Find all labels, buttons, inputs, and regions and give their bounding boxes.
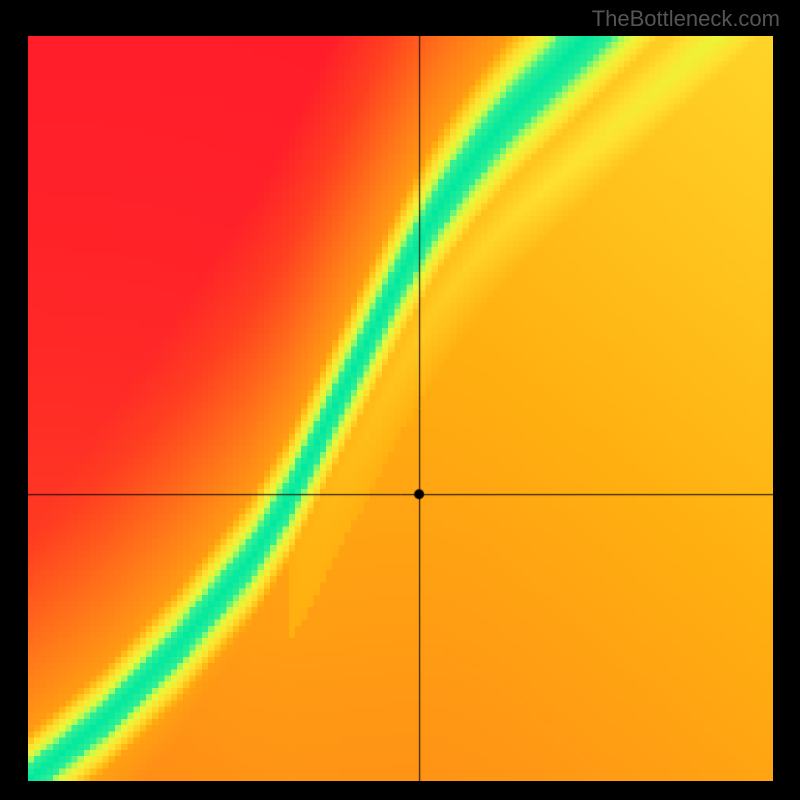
crosshair-overlay	[28, 36, 773, 781]
watermark-text: TheBottleneck.com	[592, 6, 780, 32]
